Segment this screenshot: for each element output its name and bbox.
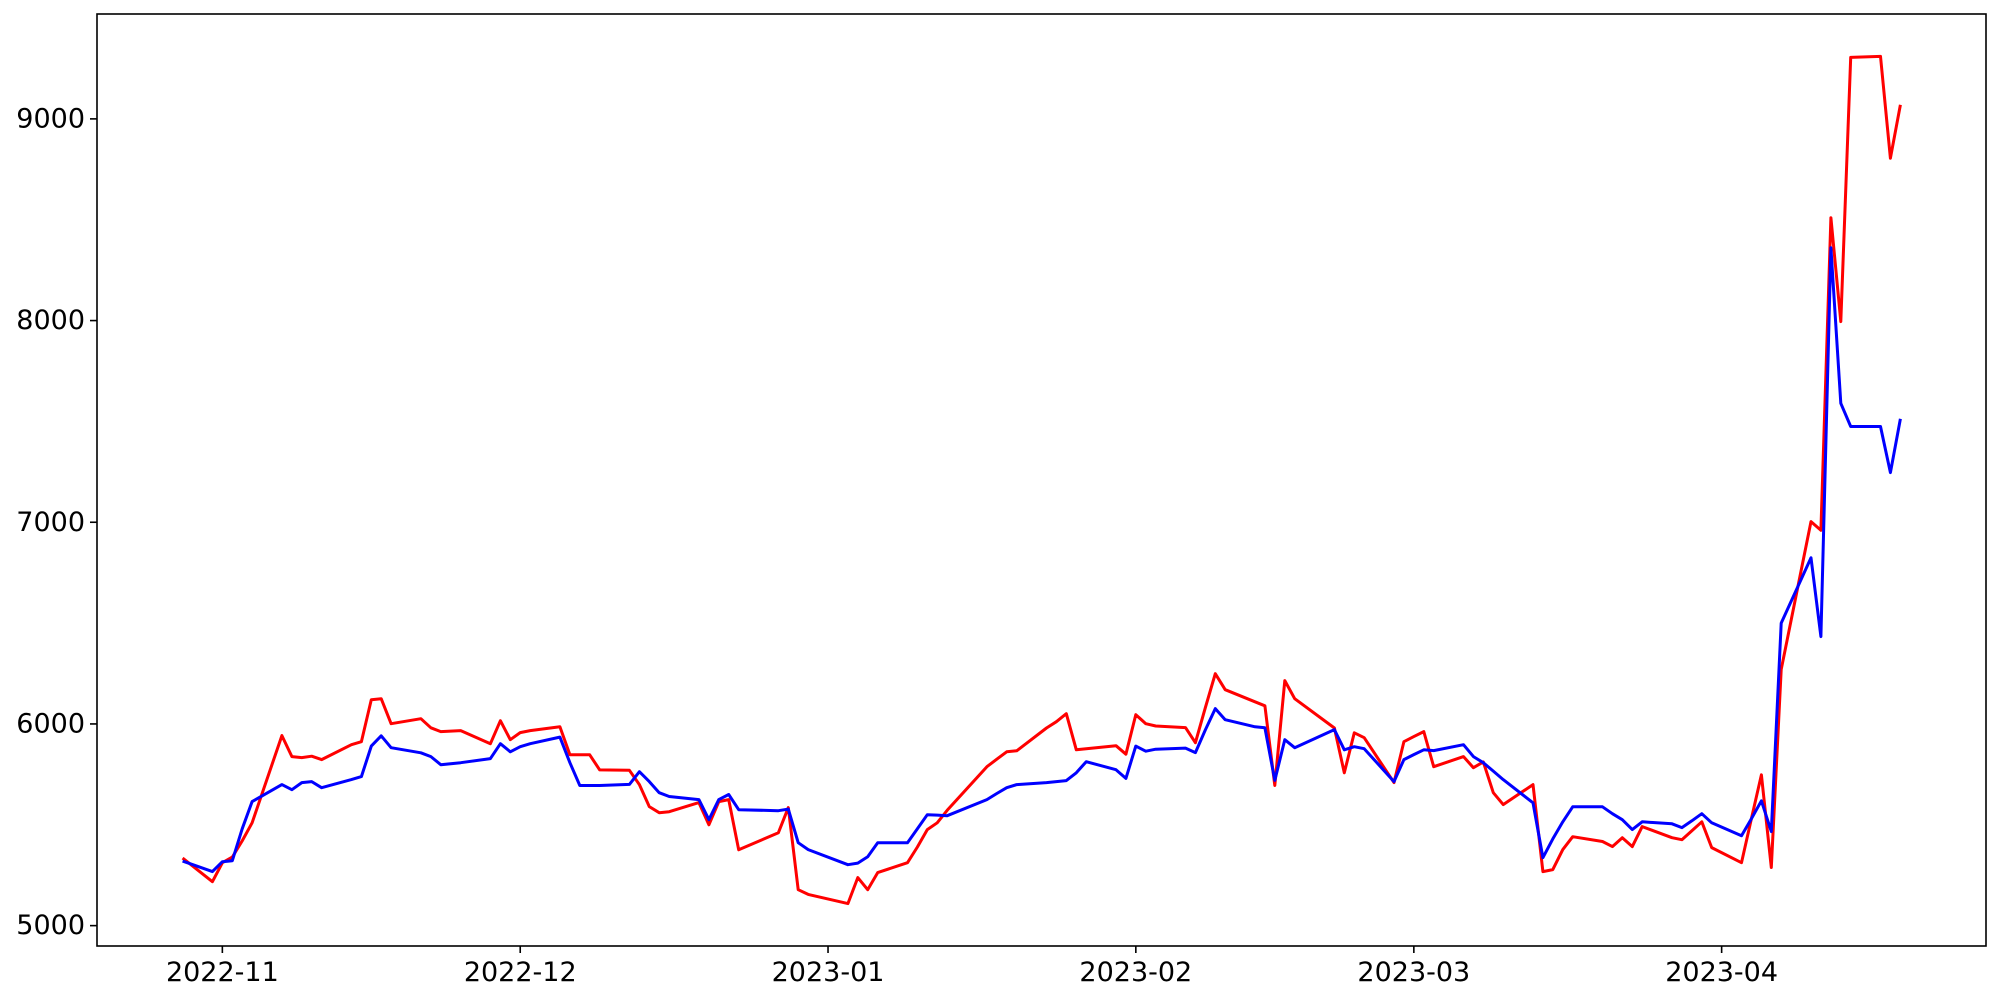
series-lines [181,54,1902,906]
y-axis: 5000 6000 7000 8000 9000 [16,103,97,941]
red-series-line [181,54,1902,906]
blue-series-line [182,246,1902,874]
y-tick-label: 5000 [16,910,85,941]
y-tick-label: 9000 [16,103,85,134]
x-tick-label: 2023-03 [1357,957,1470,988]
plot-border [96,13,1987,947]
x-tick-label: 2022-11 [166,957,279,988]
x-tick-label: 2023-01 [772,957,885,988]
y-tick-label: 8000 [16,305,85,336]
x-tick-label: 2023-04 [1665,957,1778,988]
y-tick-label: 7000 [16,507,85,538]
plot-area [96,13,1987,947]
x-tick-label: 2022-12 [464,957,577,988]
y-tick-label: 6000 [16,708,85,739]
x-tick-label: 2023-02 [1079,957,1192,988]
x-axis: 2022-11 2022-12 2023-01 2023-02 2023-03 2023-… [166,946,1778,988]
